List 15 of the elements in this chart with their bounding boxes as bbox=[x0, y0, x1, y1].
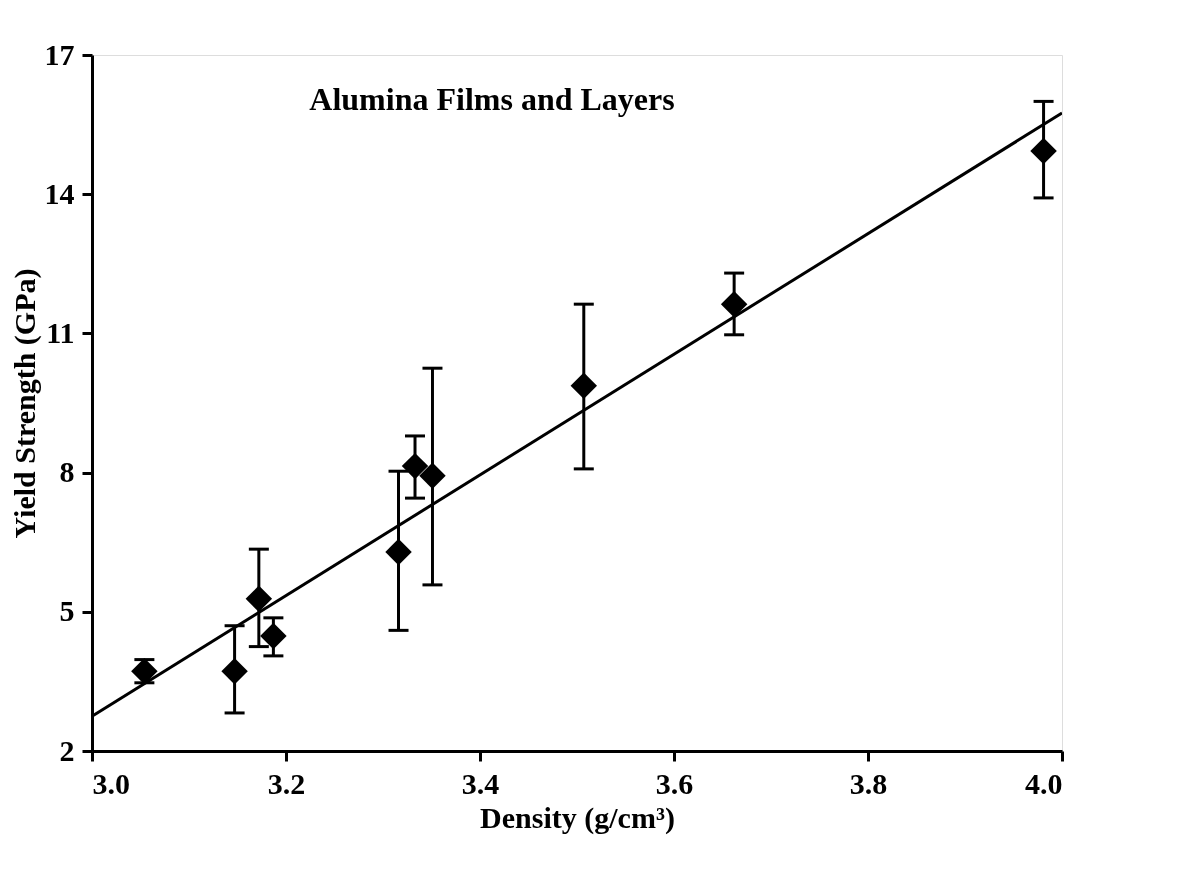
x-tick-label: 3.8 bbox=[849, 766, 888, 800]
y-tick-label: 5 bbox=[59, 594, 75, 628]
y-axis-title: Yield Strength (GPa) bbox=[7, 268, 42, 539]
x-tick-label: 4.0 bbox=[1025, 766, 1063, 800]
x-tick-label: 3.6 bbox=[655, 766, 694, 800]
y-tick-label: 2 bbox=[59, 733, 75, 767]
y-tick-label: 17 bbox=[44, 37, 75, 71]
x-tick-label: 3.2 bbox=[267, 766, 306, 800]
x-tick-label: 3.4 bbox=[461, 766, 500, 800]
y-tick-label: 14 bbox=[44, 176, 75, 210]
text: Alumina Films and Layers bbox=[309, 81, 675, 117]
y-tick-label: 8 bbox=[59, 455, 75, 489]
x-axis-title: Density (g/cm³) bbox=[480, 800, 675, 835]
y-tick-label: 11 bbox=[46, 315, 75, 349]
x-tick-label: 3.0 bbox=[92, 766, 130, 800]
